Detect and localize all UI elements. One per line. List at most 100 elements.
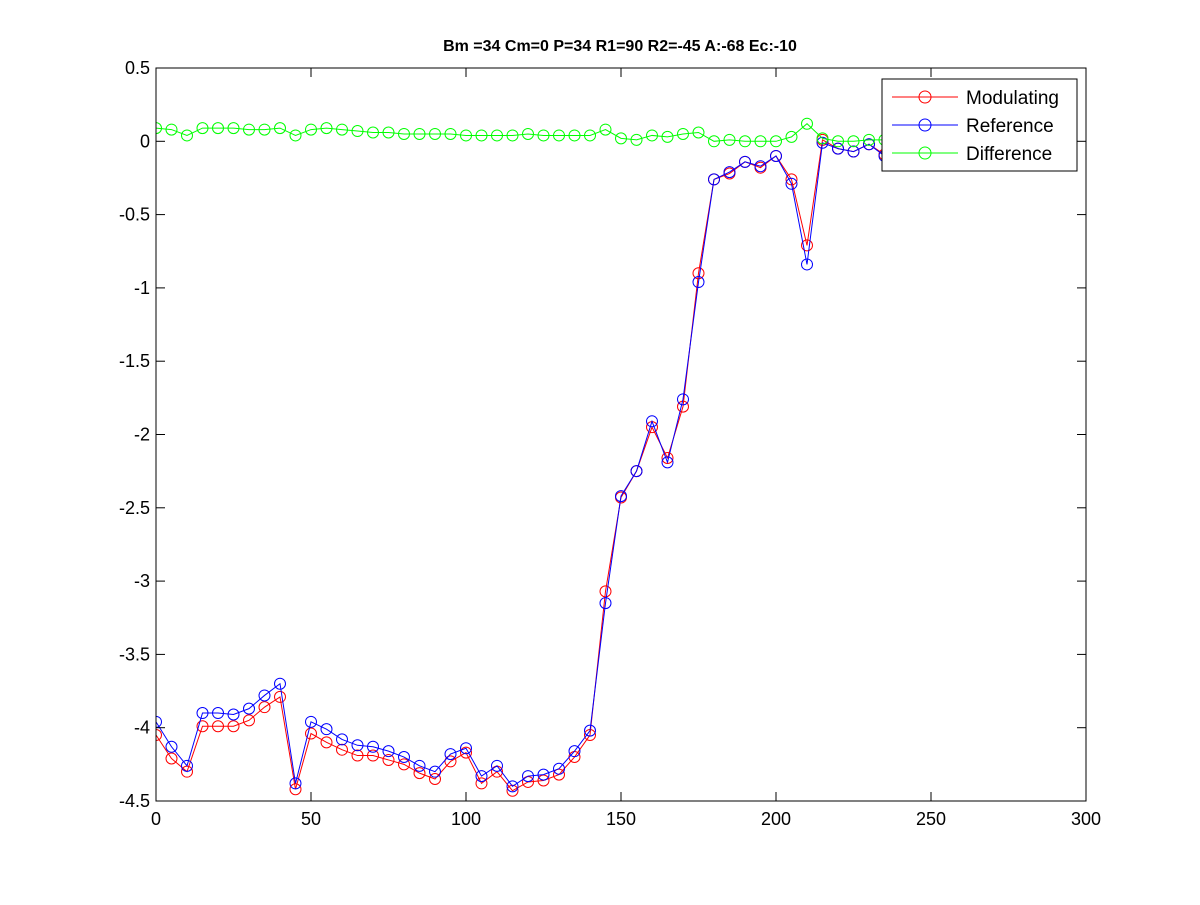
data-point-reference [367, 740, 379, 753]
data-point-difference [258, 123, 271, 136]
y-tick-label: -1 [134, 278, 150, 298]
series-line-modulating [156, 139, 885, 792]
legend-marker-difference [918, 146, 932, 160]
data-point-difference [367, 126, 379, 139]
data-point-reference [320, 723, 333, 736]
data-point-reference [351, 739, 364, 752]
data-point-reference [615, 490, 627, 503]
legend-item-difference: Difference [892, 144, 1052, 165]
data-point-difference [320, 122, 333, 135]
data-point-reference [305, 715, 317, 728]
data-point-reference [863, 138, 875, 151]
data-point-modulating [398, 758, 410, 771]
data-point-difference [156, 122, 162, 135]
data-point-reference [584, 724, 596, 737]
data-point-modulating [506, 784, 519, 797]
y-tick-label: -2 [134, 425, 150, 445]
data-point-reference [444, 748, 457, 761]
data-point-reference [568, 745, 581, 758]
data-point-difference [661, 130, 674, 143]
data-point-modulating [444, 755, 457, 768]
data-point-difference [522, 127, 534, 140]
legend-label-difference: Difference [966, 144, 1052, 165]
x-tick-label: 300 [1071, 809, 1101, 829]
data-point-modulating [475, 777, 488, 790]
series-line-reference [156, 142, 885, 788]
data-point-difference [584, 129, 596, 142]
data-point-reference [398, 751, 410, 764]
data-point-modulating [274, 690, 286, 703]
series-difference [156, 117, 891, 148]
data-point-difference [181, 129, 193, 142]
data-point-difference [243, 123, 255, 136]
data-point-reference [506, 780, 519, 793]
legend-label-reference: Reference [966, 116, 1054, 137]
data-point-modulating [460, 746, 472, 759]
x-tick-label: 100 [451, 809, 481, 829]
y-tick-label: 0.5 [125, 58, 150, 78]
data-point-reference [677, 393, 689, 406]
x-tick-label: 0 [151, 809, 161, 829]
data-point-reference [227, 708, 240, 721]
data-point-modulating [382, 753, 395, 766]
data-point-modulating [305, 727, 317, 740]
data-point-difference [723, 133, 736, 146]
data-point-difference [336, 123, 348, 136]
data-point-difference [785, 130, 798, 143]
data-point-reference [847, 145, 860, 158]
data-point-reference [522, 770, 534, 783]
series-reference [156, 136, 891, 793]
x-tick-label: 150 [606, 809, 636, 829]
data-point-reference [739, 155, 751, 168]
data-point-difference [615, 132, 627, 145]
y-tick-label: -0.5 [119, 205, 150, 225]
data-point-reference [754, 160, 767, 173]
data-point-difference [568, 129, 581, 142]
y-tick-label: -3.5 [119, 644, 150, 664]
data-point-reference [289, 777, 302, 790]
data-point-difference [754, 135, 767, 148]
data-point-modulating [801, 239, 813, 252]
data-point-difference [274, 122, 286, 135]
data-point-modulating [165, 752, 178, 765]
data-point-difference [708, 135, 720, 148]
data-point-reference [537, 768, 550, 781]
data-point-difference [630, 133, 643, 146]
data-point-difference [196, 122, 209, 135]
data-point-difference [289, 129, 302, 142]
data-point-modulating [289, 783, 302, 796]
data-point-reference [196, 707, 209, 720]
data-point-difference [816, 132, 829, 145]
data-point-modulating [212, 720, 224, 733]
data-point-reference [181, 759, 193, 772]
data-point-reference [785, 177, 798, 190]
legend-item-modulating: Modulating [892, 88, 1059, 109]
axes-layer: 0 50 100 150 200 250 300 0.5 0 -0.5 -1 -1.5 -2 -2.5 -3… [119, 58, 1101, 829]
data-point-difference [382, 126, 395, 139]
data-point-reference [646, 415, 658, 428]
chart-title: Bm =34 Cm=0 P=34 R1=90 R2=-45 A:-68 Ec:-… [443, 38, 797, 55]
data-point-reference [413, 759, 426, 772]
data-point-difference [692, 126, 705, 139]
series-modulating [156, 133, 891, 797]
data-point-reference [770, 149, 782, 162]
data-point-reference [258, 689, 271, 702]
data-point-reference [165, 740, 178, 753]
data-point-difference [739, 135, 751, 148]
data-point-reference [832, 142, 844, 155]
data-point-modulating [336, 743, 348, 756]
data-point-modulating [413, 767, 426, 780]
data-point-difference [429, 127, 441, 140]
data-point-reference [382, 745, 395, 758]
data-point-difference [599, 123, 612, 136]
data-point-difference [475, 129, 488, 142]
data-point-difference [491, 129, 503, 142]
data-point-modulating [243, 714, 255, 727]
data-point-difference [506, 129, 519, 142]
series-line-difference [156, 123, 885, 142]
data-point-reference [460, 742, 472, 755]
data-point-difference [677, 127, 689, 140]
data-point-reference [692, 276, 705, 289]
data-point-difference [832, 135, 844, 148]
